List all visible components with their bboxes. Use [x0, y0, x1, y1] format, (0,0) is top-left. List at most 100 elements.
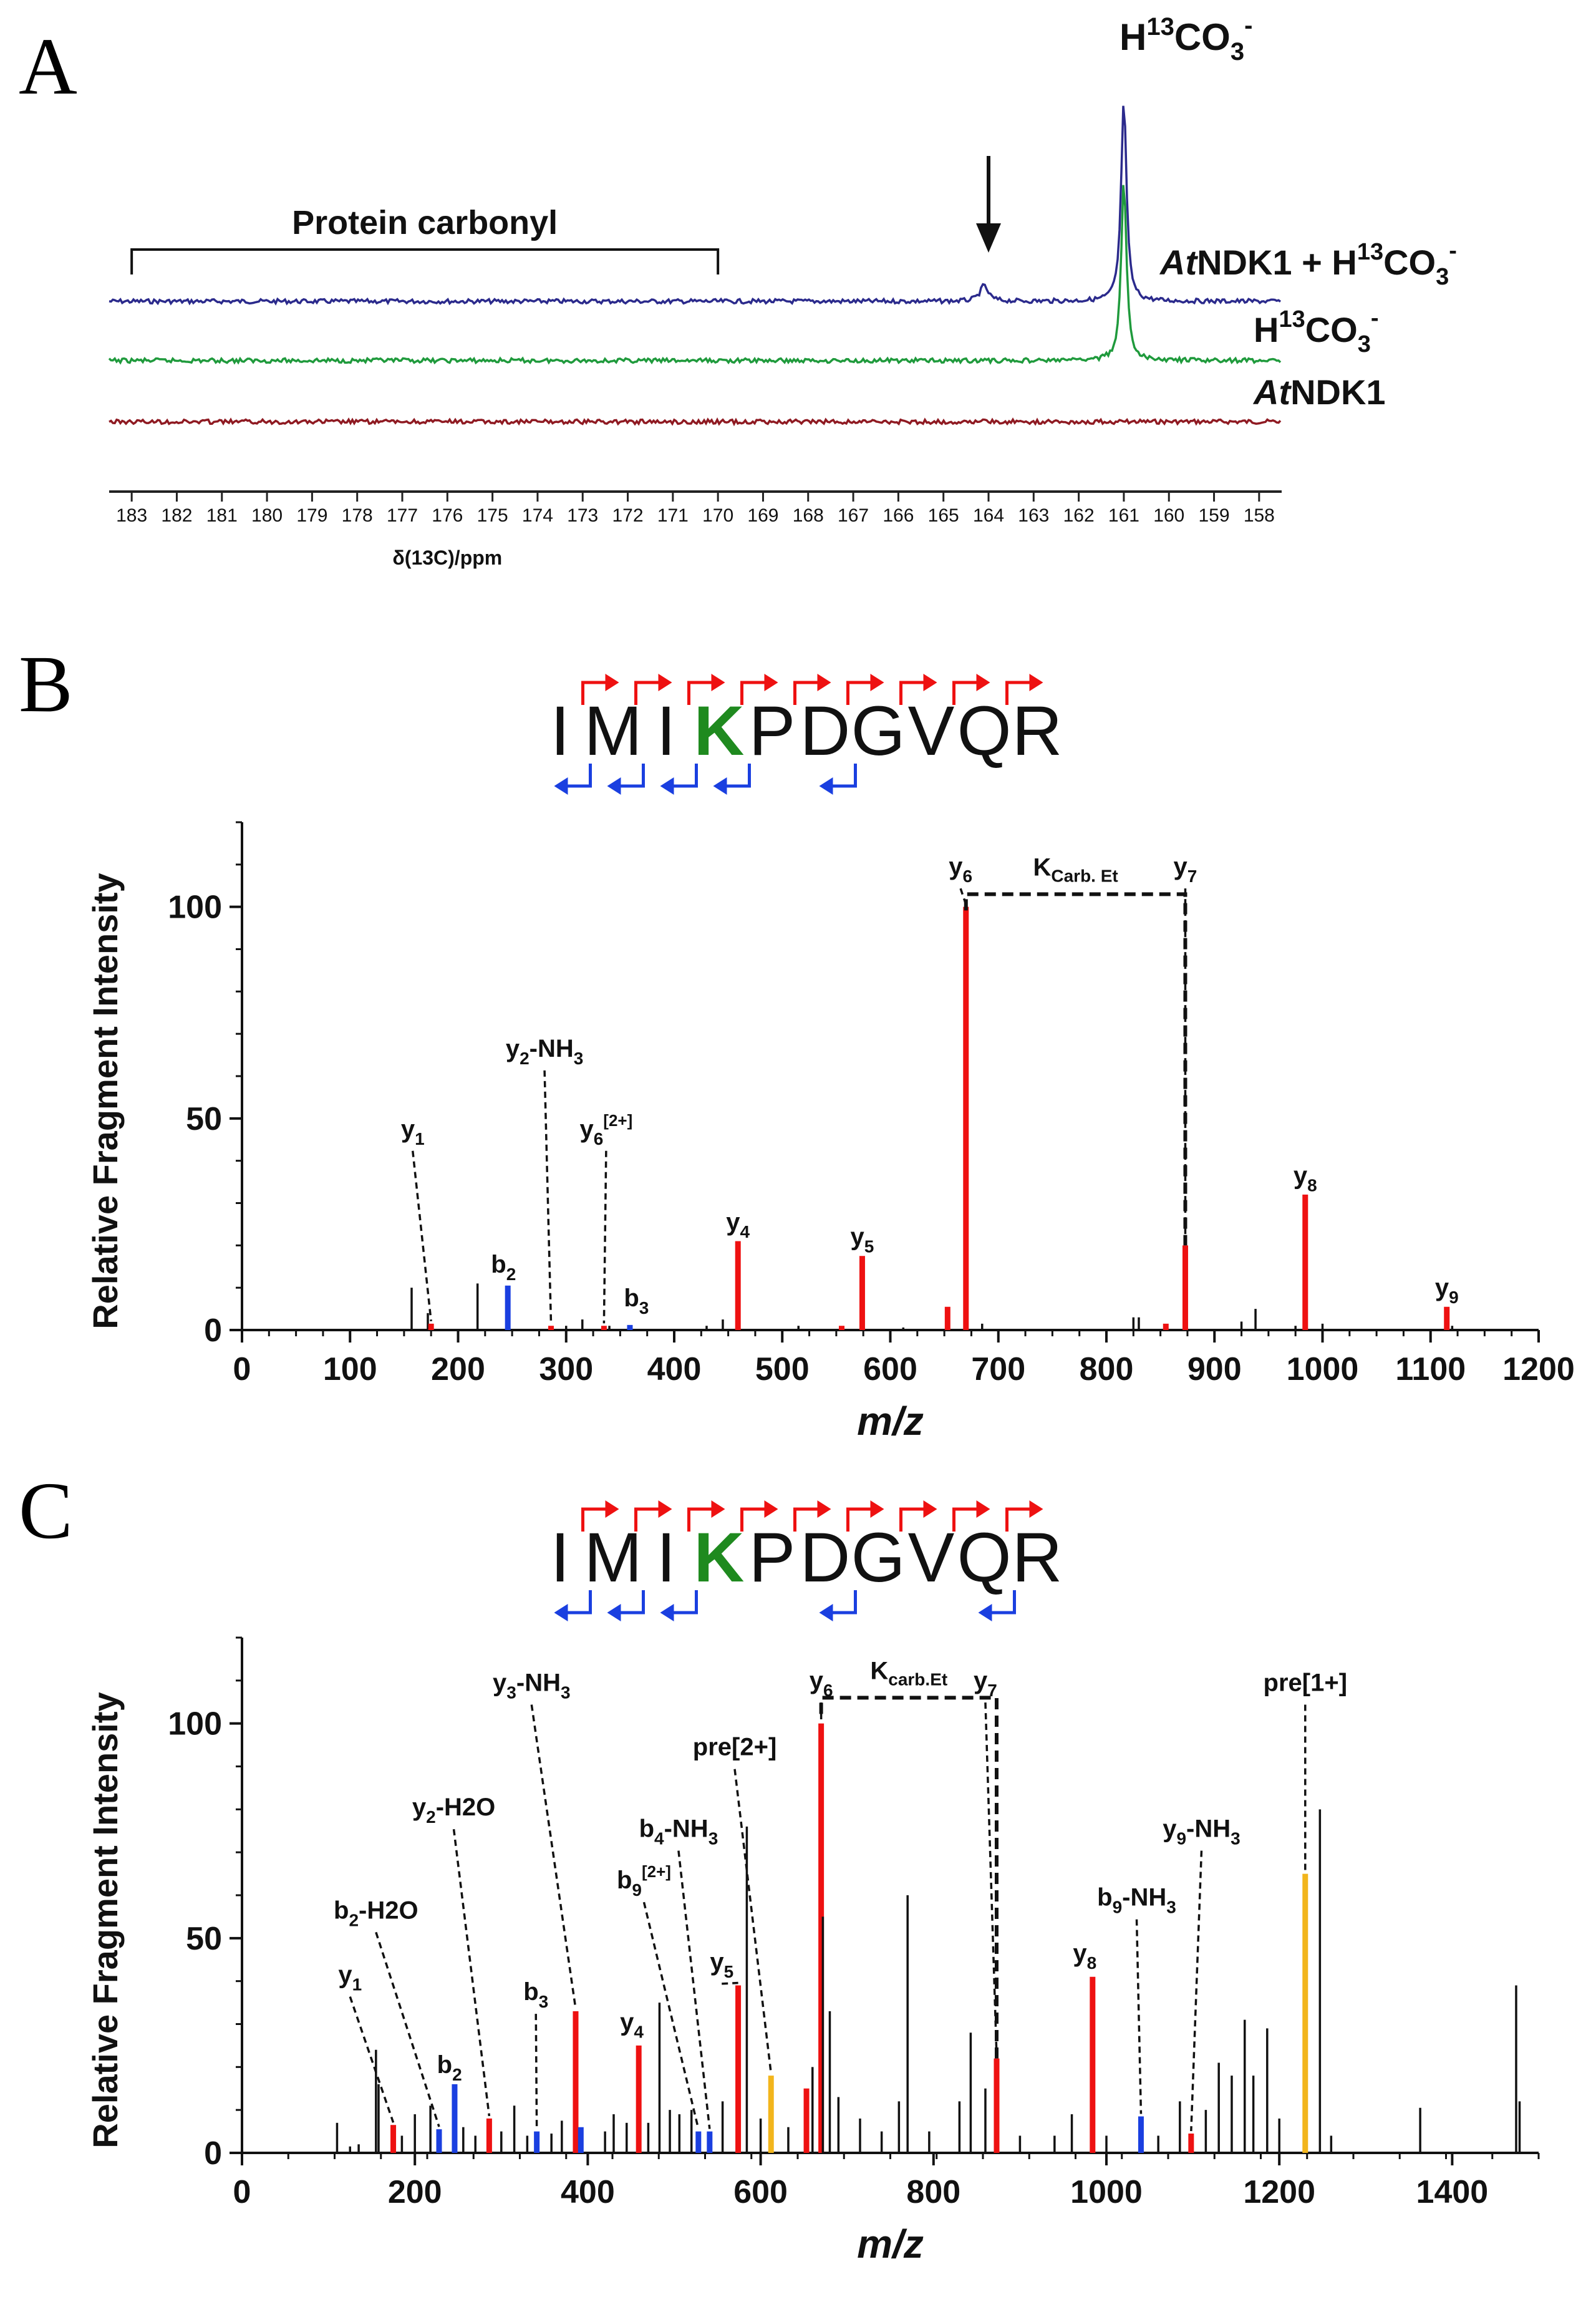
annotation-leader: [984, 1702, 998, 2056]
y-fragment-arrowhead: [923, 674, 937, 691]
b-fragment-arrowhead: [819, 777, 833, 795]
annotation-label: y5: [710, 1948, 733, 1981]
ion-type: b: [639, 1815, 654, 1843]
annotation-label: y7: [1174, 853, 1197, 886]
annotation-label: pre[2+]: [693, 1734, 777, 1761]
y-fragment-mark: [899, 681, 925, 705]
ms-spectrum-c: 0 200 400 600 800 1000 1200 1400 0 50 100 m/z Relati…: [85, 1636, 1540, 2266]
annotation-label: y3-NH3: [493, 1669, 571, 1702]
ion-index: 5: [724, 1962, 734, 1981]
y-fragment-arrowhead: [711, 1500, 725, 1518]
panel-c-label: C: [19, 1466, 73, 1556]
b-fragment-arrowhead: [607, 777, 621, 795]
residue-M: M: [584, 1518, 642, 1596]
ion-type: y: [506, 1035, 520, 1062]
ion-index: 6: [962, 867, 972, 886]
label-sup: 13: [1146, 13, 1174, 41]
annotation-leader: [1135, 1919, 1143, 2114]
x-tick-label: 160: [1153, 505, 1184, 526]
trace-2: [109, 417, 1282, 427]
y-fragment-mark: [846, 681, 872, 705]
ion-index: 2: [520, 1049, 530, 1068]
residue-M: M: [584, 692, 642, 770]
b-fragment-arrowhead: [713, 777, 727, 795]
ion-type: y: [949, 853, 963, 880]
label-italic: At: [1252, 372, 1292, 412]
annotation-label: y1: [401, 1115, 425, 1148]
y-axis-title: Relative Fragment Intensity: [85, 873, 125, 1329]
ion-loss: -NH: [1186, 1815, 1231, 1843]
ion-type: y: [401, 1115, 415, 1143]
ion-type: b: [491, 1251, 506, 1278]
annotation-label: y5: [851, 1223, 874, 1256]
annotation-label: y4: [726, 1208, 750, 1241]
ion-type: b: [523, 1978, 538, 2006]
residue-R: R: [1012, 692, 1063, 770]
y-fragment-mark: [846, 1507, 872, 1532]
x-axis-title: m/z: [857, 2222, 924, 2266]
y-fragment-arrowhead: [870, 1500, 884, 1518]
residue-G: G: [851, 1518, 905, 1596]
y-tick-label: 50: [186, 1921, 222, 1957]
trace-0: [109, 105, 1282, 306]
ion-index: 8: [1307, 1175, 1317, 1195]
x-tick-label: 176: [432, 505, 463, 526]
ion-index: 9: [632, 1880, 642, 1900]
annotation-label: b4-NH3: [639, 1815, 718, 1848]
annotation-label: y6[2+]: [579, 1111, 632, 1148]
residue-V: V: [908, 692, 955, 770]
x-tick-label: 175: [477, 505, 508, 526]
annotation-leader: [411, 1150, 432, 1322]
annotation-leader: [1190, 1850, 1203, 2132]
y-fragment-arrowhead: [1029, 1500, 1043, 1518]
annotation-leader: [642, 1901, 700, 2129]
y-fragment-mark: [687, 681, 713, 705]
b-fragment-mark: [619, 1590, 645, 1615]
annotation-leader: [677, 1850, 711, 2129]
ion-type: y: [579, 1115, 594, 1143]
y-fragment-mark: [899, 1507, 925, 1532]
annotation-label: y9-NH3: [1163, 1815, 1241, 1848]
residue-Q: Q: [957, 1518, 1011, 1596]
residue-K: K: [694, 1518, 745, 1596]
annotation-label: y1: [338, 1961, 362, 1994]
ion-index: 1: [415, 1129, 425, 1148]
y-tick-label: 50: [186, 1101, 222, 1137]
y-fragment-mark: [1005, 681, 1031, 705]
y-fragment-mark: [952, 681, 978, 705]
ion-loss: -H2O: [436, 1794, 496, 1821]
ion-loss-sub: 3: [1231, 1829, 1241, 1848]
label-co: CO: [1174, 16, 1231, 58]
annotation-label: y6: [949, 853, 972, 886]
b-fragment-mark: [619, 764, 645, 788]
region-label: Protein carbonyl: [292, 204, 558, 241]
ion-index: 9: [1113, 1898, 1123, 1917]
ion-index: 2: [452, 2065, 462, 2084]
annotation-label: b2: [491, 1251, 516, 1284]
label-mid: CO: [1305, 310, 1358, 349]
x-tick-label: 180: [251, 505, 283, 526]
annotation-label: y6: [810, 1667, 833, 1700]
ion-index: 3: [539, 1992, 549, 2011]
x-tick-label: 167: [838, 505, 869, 526]
x-tick-label: 700: [971, 1351, 1025, 1387]
ion-loss-sub: 3: [561, 1683, 571, 1702]
trace-1: [108, 185, 1282, 365]
x-tick-label: 177: [387, 505, 418, 526]
x-tick-label: 300: [539, 1351, 593, 1387]
residue-G: G: [851, 692, 905, 770]
label-sub: 3: [1358, 331, 1371, 357]
annotation-label: y8: [1073, 1940, 1096, 1973]
peak-arrow: [976, 156, 1001, 253]
ion-type: b: [1097, 1884, 1112, 1911]
y-tick-label: 100: [168, 1706, 222, 1742]
y-fragment-arrowhead: [817, 674, 831, 691]
x-tick-label: 166: [883, 505, 914, 526]
y-fragment-arrowhead: [605, 1500, 619, 1518]
y-fragment-arrowhead: [658, 674, 672, 691]
x-tick-label: 200: [431, 1351, 485, 1387]
label-h: H: [1120, 16, 1146, 58]
